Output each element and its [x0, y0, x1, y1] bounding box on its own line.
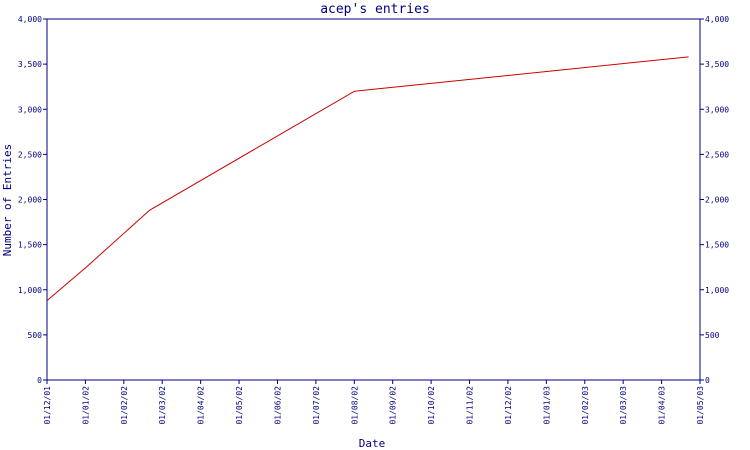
x-tick-label: 01/04/02	[197, 386, 206, 425]
chart-series	[46, 56, 689, 301]
y-tick-label-left: 2,500	[18, 150, 42, 159]
x-tick-label: 01/06/02	[273, 386, 282, 425]
y-tick-label-right: 1,500	[705, 241, 729, 250]
chart-ticks: 0 0 500 500 1,000 1,000 1,500 1,500 2,000 2,000 2,…	[18, 15, 729, 425]
x-tick-label: 01/03/02	[158, 386, 167, 425]
y-tick-label-left: 4,000	[18, 15, 42, 24]
x-tick-label: 01/03/03	[619, 386, 628, 425]
y-tick-label-left: 3,000	[18, 105, 42, 114]
x-tick-label: 01/05/03	[696, 386, 705, 425]
y-tick-label-left: 1,500	[18, 241, 42, 250]
y-tick-label-right: 0	[705, 376, 710, 385]
y-tick-label-right: 1,000	[705, 286, 729, 295]
y-tick-label-left: 500	[28, 331, 43, 340]
y-tick-label-left: 2,000	[18, 196, 42, 205]
x-tick-label: 01/07/02	[312, 386, 321, 425]
chart-title: acep's entries	[320, 2, 430, 17]
y-tick-label-right: 500	[705, 331, 720, 340]
y-tick-label-left: 3,500	[18, 60, 42, 69]
x-tick-label: 01/12/02	[504, 386, 513, 425]
y-tick-label-right: 3,500	[705, 60, 729, 69]
x-tick-label: 01/05/02	[235, 386, 244, 425]
x-tick-label: 01/01/02	[81, 386, 90, 425]
x-tick-label: 01/04/03	[658, 386, 667, 425]
x-tick-label: 01/01/03	[542, 386, 551, 425]
y-axis-label: Number of Entries	[1, 144, 14, 257]
x-tick-label: 01/08/02	[350, 386, 359, 425]
x-tick-label: 01/02/03	[581, 386, 590, 425]
x-tick-label: 01/12/01	[43, 386, 52, 425]
y-tick-label-left: 1,000	[18, 286, 42, 295]
y-tick-label-right: 3,000	[705, 105, 729, 114]
x-tick-label: 01/10/02	[427, 386, 436, 425]
y-tick-label-right: 4,000	[705, 15, 729, 24]
y-tick-label-right: 2,500	[705, 150, 729, 159]
x-axis-label: Date	[359, 437, 386, 450]
series-line	[46, 56, 689, 301]
y-tick-label-right: 2,000	[705, 196, 729, 205]
plot-frame	[46, 18, 701, 381]
x-tick-label: 01/09/02	[389, 386, 398, 425]
x-tick-label: 01/02/02	[120, 386, 129, 425]
x-tick-label: 01/11/02	[466, 386, 475, 425]
chart-axes	[46, 18, 701, 381]
y-tick-label-left: 0	[37, 376, 42, 385]
